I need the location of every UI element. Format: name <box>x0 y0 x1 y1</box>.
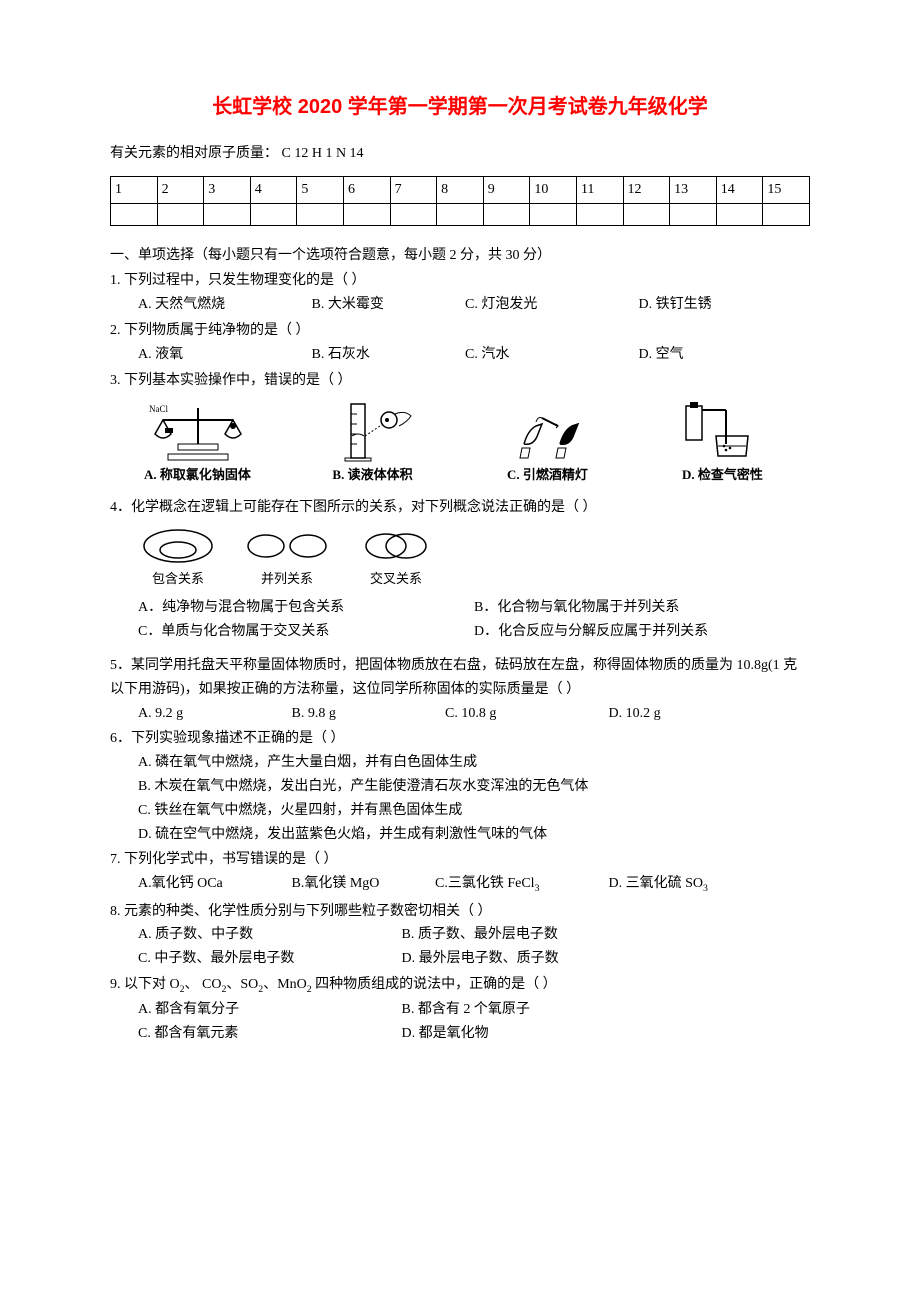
q3-fig-b-label: B. 读液体体积 <box>285 464 460 486</box>
q7-opt-c: C.三氯化铁 FeCl3 <box>435 872 605 897</box>
q4-opt-b: B．化合物与氧化物属于并列关系 <box>474 596 810 620</box>
q8-stem: 8. 元素的种类、化学性质分别与下列哪些粒子数密切相关（ ） <box>110 900 810 924</box>
q6-opt-c: C. 铁丝在氧气中燃烧，火星四射，并有黑色固体生成 <box>110 799 810 823</box>
q7-opt-d: D. 三氧化硫 SO3 <box>609 872 708 897</box>
answer-col: 15 <box>763 176 810 203</box>
venn-parallel-label: 并列关系 <box>242 568 332 590</box>
answer-cell <box>297 203 344 225</box>
answer-cell <box>204 203 251 225</box>
answer-cell <box>157 203 204 225</box>
q9-opt-b: B. 都含有 2 个氧原子 <box>402 998 530 1022</box>
q5-stem: 5．某同学用托盘天平称量固体物质时，把固体物质放在右盘，砝码放在左盘，称得固体物… <box>110 654 810 702</box>
lamp-icon <box>498 400 598 462</box>
answer-cell <box>623 203 670 225</box>
q6-opt-a: A. 磷在氧气中燃烧，产生大量白烟，并有白色固体生成 <box>110 751 810 775</box>
q9-opt-d: D. 都是氧化物 <box>402 1022 489 1046</box>
q3-stem: 3. 下列基本实验操作中，错误的是（ ） <box>110 369 810 393</box>
q9-opt-c: C. 都含有氧元素 <box>138 1022 398 1046</box>
answer-cell <box>437 203 484 225</box>
q2-opt-c: C. 汽水 <box>465 343 635 367</box>
airtight-icon <box>668 400 778 462</box>
answer-col: 6 <box>343 176 390 203</box>
q8-opt-b: B. 质子数、最外层电子数 <box>402 923 558 947</box>
table-row <box>111 203 810 225</box>
q4-stem: 4．化学概念在逻辑上可能存在下图所示的关系，对下列概念说法正确的是（ ） <box>110 496 810 520</box>
answer-col: 11 <box>576 176 623 203</box>
venn-intersect-icon <box>356 526 436 566</box>
q6-opt-b: B. 木炭在氧气中燃烧，发出白光，产生能使澄清石灰水变浑浊的无色气体 <box>110 775 810 799</box>
q6-stem: 6．下列实验现象描述不正确的是（ ） <box>110 727 810 751</box>
q1-opt-a: A. 天然气燃烧 <box>138 293 308 317</box>
answer-col: 10 <box>530 176 577 203</box>
answer-cell <box>530 203 577 225</box>
venn-contain-icon <box>138 526 218 566</box>
q8-opt-c: C. 中子数、最外层电子数 <box>138 947 398 971</box>
answer-col: 14 <box>716 176 763 203</box>
q5-opt-c: C. 10.8 g <box>445 702 605 726</box>
answer-cell <box>390 203 437 225</box>
answer-cell <box>716 203 763 225</box>
answer-col: 7 <box>390 176 437 203</box>
answer-col: 4 <box>250 176 297 203</box>
venn-parallel-icon <box>242 526 332 566</box>
answer-cell <box>250 203 297 225</box>
q2-stem: 2. 下列物质属于纯净物的是（ ） <box>110 319 810 343</box>
q7-opt-b: B.氧化镁 MgO <box>292 872 432 896</box>
atomic-mass-line: 有关元素的相对原子质量： C 12 H 1 N 14 <box>110 142 810 166</box>
q3-fig-c-label: C. 引燃酒精灯 <box>460 464 635 486</box>
svg-text:NaCl: NaCl <box>149 404 168 414</box>
q3-figures: NaCl A. 称取氯化钠固体 B. 读液体体积 <box>110 400 810 486</box>
q5-opt-b: B. 9.8 g <box>292 702 442 726</box>
q8-opt-d: D. 最外层电子数、质子数 <box>402 947 559 971</box>
answer-cell <box>483 203 530 225</box>
answer-table: 1 2 3 4 5 6 7 8 9 10 11 12 13 14 15 <box>110 176 810 226</box>
q4-opt-c: C．单质与化合物属于交叉关系 <box>138 620 474 644</box>
q9-opt-a: A. 都含有氧分子 <box>138 998 398 1022</box>
answer-col: 12 <box>623 176 670 203</box>
answer-col: 8 <box>437 176 484 203</box>
table-row: 1 2 3 4 5 6 7 8 9 10 11 12 13 14 15 <box>111 176 810 203</box>
answer-cell <box>343 203 390 225</box>
q2-opt-d: D. 空气 <box>639 343 684 367</box>
balance-icon: NaCl <box>143 400 253 462</box>
q4-opt-a: A．纯净物与混合物属于包含关系 <box>138 596 474 620</box>
q5-opt-a: A. 9.2 g <box>138 702 288 726</box>
q3-fig-d-label: D. 检查气密性 <box>635 464 810 486</box>
q1-opt-b: B. 大米霉变 <box>312 293 462 317</box>
answer-cell <box>670 203 717 225</box>
q1-opt-d: D. 铁钉生锈 <box>639 293 712 317</box>
answer-cell <box>763 203 810 225</box>
section-heading: 一、单项选择（每小题只有一个选项符合题意，每小题 2 分，共 30 分） <box>110 244 810 268</box>
q6-opt-d: D. 硫在空气中燃烧，发出蓝紫色火焰，并生成有刺激性气味的气体 <box>110 823 810 847</box>
q4-venn: 包含关系 并列关系 交叉关系 <box>138 526 810 590</box>
q8-opt-a: A. 质子数、中子数 <box>138 923 398 947</box>
q2-opt-b: B. 石灰水 <box>312 343 462 367</box>
q5-opt-d: D. 10.2 g <box>609 702 661 726</box>
q9-stem: 9. 以下对 O2、 CO2、SO2、MnO2 四种物质组成的说法中，正确的是（… <box>110 973 810 998</box>
answer-col: 9 <box>483 176 530 203</box>
answer-col: 3 <box>204 176 251 203</box>
q2-opt-a: A. 液氧 <box>138 343 308 367</box>
answer-col: 13 <box>670 176 717 203</box>
q1-stem: 1. 下列过程中，只发生物理变化的是（ ） <box>110 269 810 293</box>
answer-col: 1 <box>111 176 158 203</box>
venn-contain-label: 包含关系 <box>138 568 218 590</box>
q3-fig-a-label: A. 称取氯化钠固体 <box>110 464 285 486</box>
q1-opt-c: C. 灯泡发光 <box>465 293 635 317</box>
q7-opt-a: A.氧化钙 OCa <box>138 872 288 896</box>
cylinder-icon <box>323 400 423 462</box>
venn-intersect-label: 交叉关系 <box>356 568 436 590</box>
q4-opt-d: D．化合反应与分解反应属于并列关系 <box>474 620 810 644</box>
answer-cell <box>111 203 158 225</box>
answer-col: 5 <box>297 176 344 203</box>
answer-col: 2 <box>157 176 204 203</box>
page-title: 长虹学校 2020 学年第一学期第一次月考试卷九年级化学 <box>110 90 810 124</box>
q7-stem: 7. 下列化学式中，书写错误的是（ ） <box>110 848 810 872</box>
answer-cell <box>576 203 623 225</box>
